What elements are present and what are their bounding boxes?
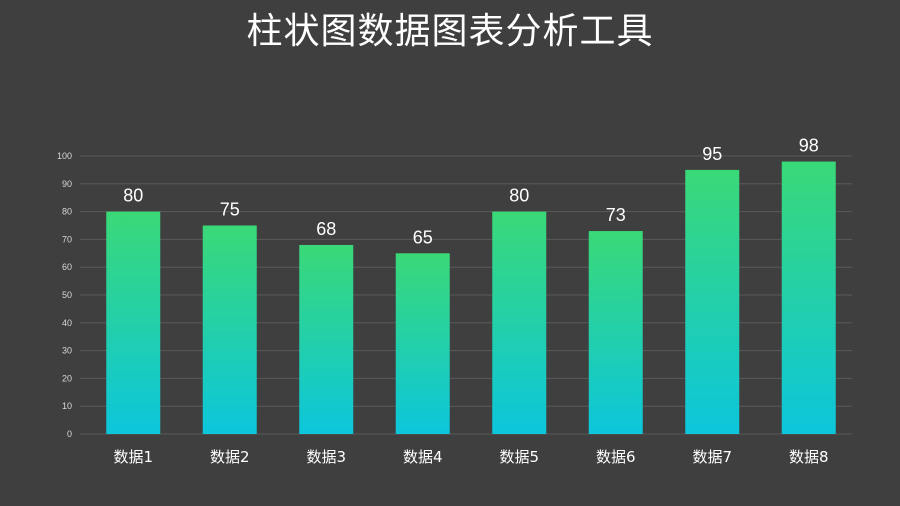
category-label-2: 数据2 bbox=[210, 448, 250, 466]
data-label-7: 95 bbox=[702, 144, 722, 164]
bars bbox=[106, 161, 836, 434]
bar-6 bbox=[588, 231, 643, 434]
y-tick-label: 10 bbox=[62, 401, 72, 411]
y-axis-ticks: 0 10 20 30 40 50 60 70 80 90 100 bbox=[57, 151, 72, 439]
y-tick-label: 30 bbox=[62, 346, 72, 356]
data-label-4: 65 bbox=[413, 227, 433, 247]
data-label-1: 80 bbox=[123, 186, 143, 206]
y-tick-label: 40 bbox=[62, 318, 72, 328]
y-tick-label: 100 bbox=[57, 151, 72, 161]
y-tick-label: 80 bbox=[62, 207, 72, 217]
page-title: 柱状图数据图表分析工具 bbox=[246, 11, 654, 52]
y-tick-label: 90 bbox=[62, 179, 72, 189]
category-label-3: 数据3 bbox=[306, 448, 346, 466]
data-label-2: 75 bbox=[220, 200, 240, 220]
data-labels: 80 75 68 65 80 73 95 98 bbox=[123, 136, 819, 248]
y-tick-label: 60 bbox=[62, 262, 72, 272]
data-label-6: 73 bbox=[606, 205, 626, 225]
y-tick-label: 70 bbox=[62, 234, 72, 244]
bar-7 bbox=[685, 169, 740, 434]
bar-1 bbox=[106, 211, 161, 434]
bar-3 bbox=[299, 244, 354, 434]
x-axis-categories: 数据1 数据2 数据3 数据4 数据5 数据6 数据7 数据8 bbox=[113, 448, 828, 466]
bar-2 bbox=[202, 225, 257, 434]
category-label-1: 数据1 bbox=[113, 448, 153, 466]
bar-5 bbox=[492, 211, 547, 434]
bar-4 bbox=[395, 253, 450, 434]
data-label-5: 80 bbox=[509, 186, 529, 206]
category-label-6: 数据6 bbox=[596, 448, 636, 466]
data-label-3: 68 bbox=[316, 219, 336, 239]
y-tick-label: 20 bbox=[62, 373, 72, 383]
category-label-7: 数据7 bbox=[692, 448, 732, 466]
category-label-4: 数据4 bbox=[403, 448, 443, 466]
data-label-8: 98 bbox=[799, 136, 819, 156]
y-tick-label: 0 bbox=[67, 429, 72, 439]
category-label-5: 数据5 bbox=[499, 448, 539, 466]
bar-8 bbox=[781, 161, 836, 434]
y-tick-label: 50 bbox=[62, 290, 72, 300]
category-label-8: 数据8 bbox=[789, 448, 829, 466]
